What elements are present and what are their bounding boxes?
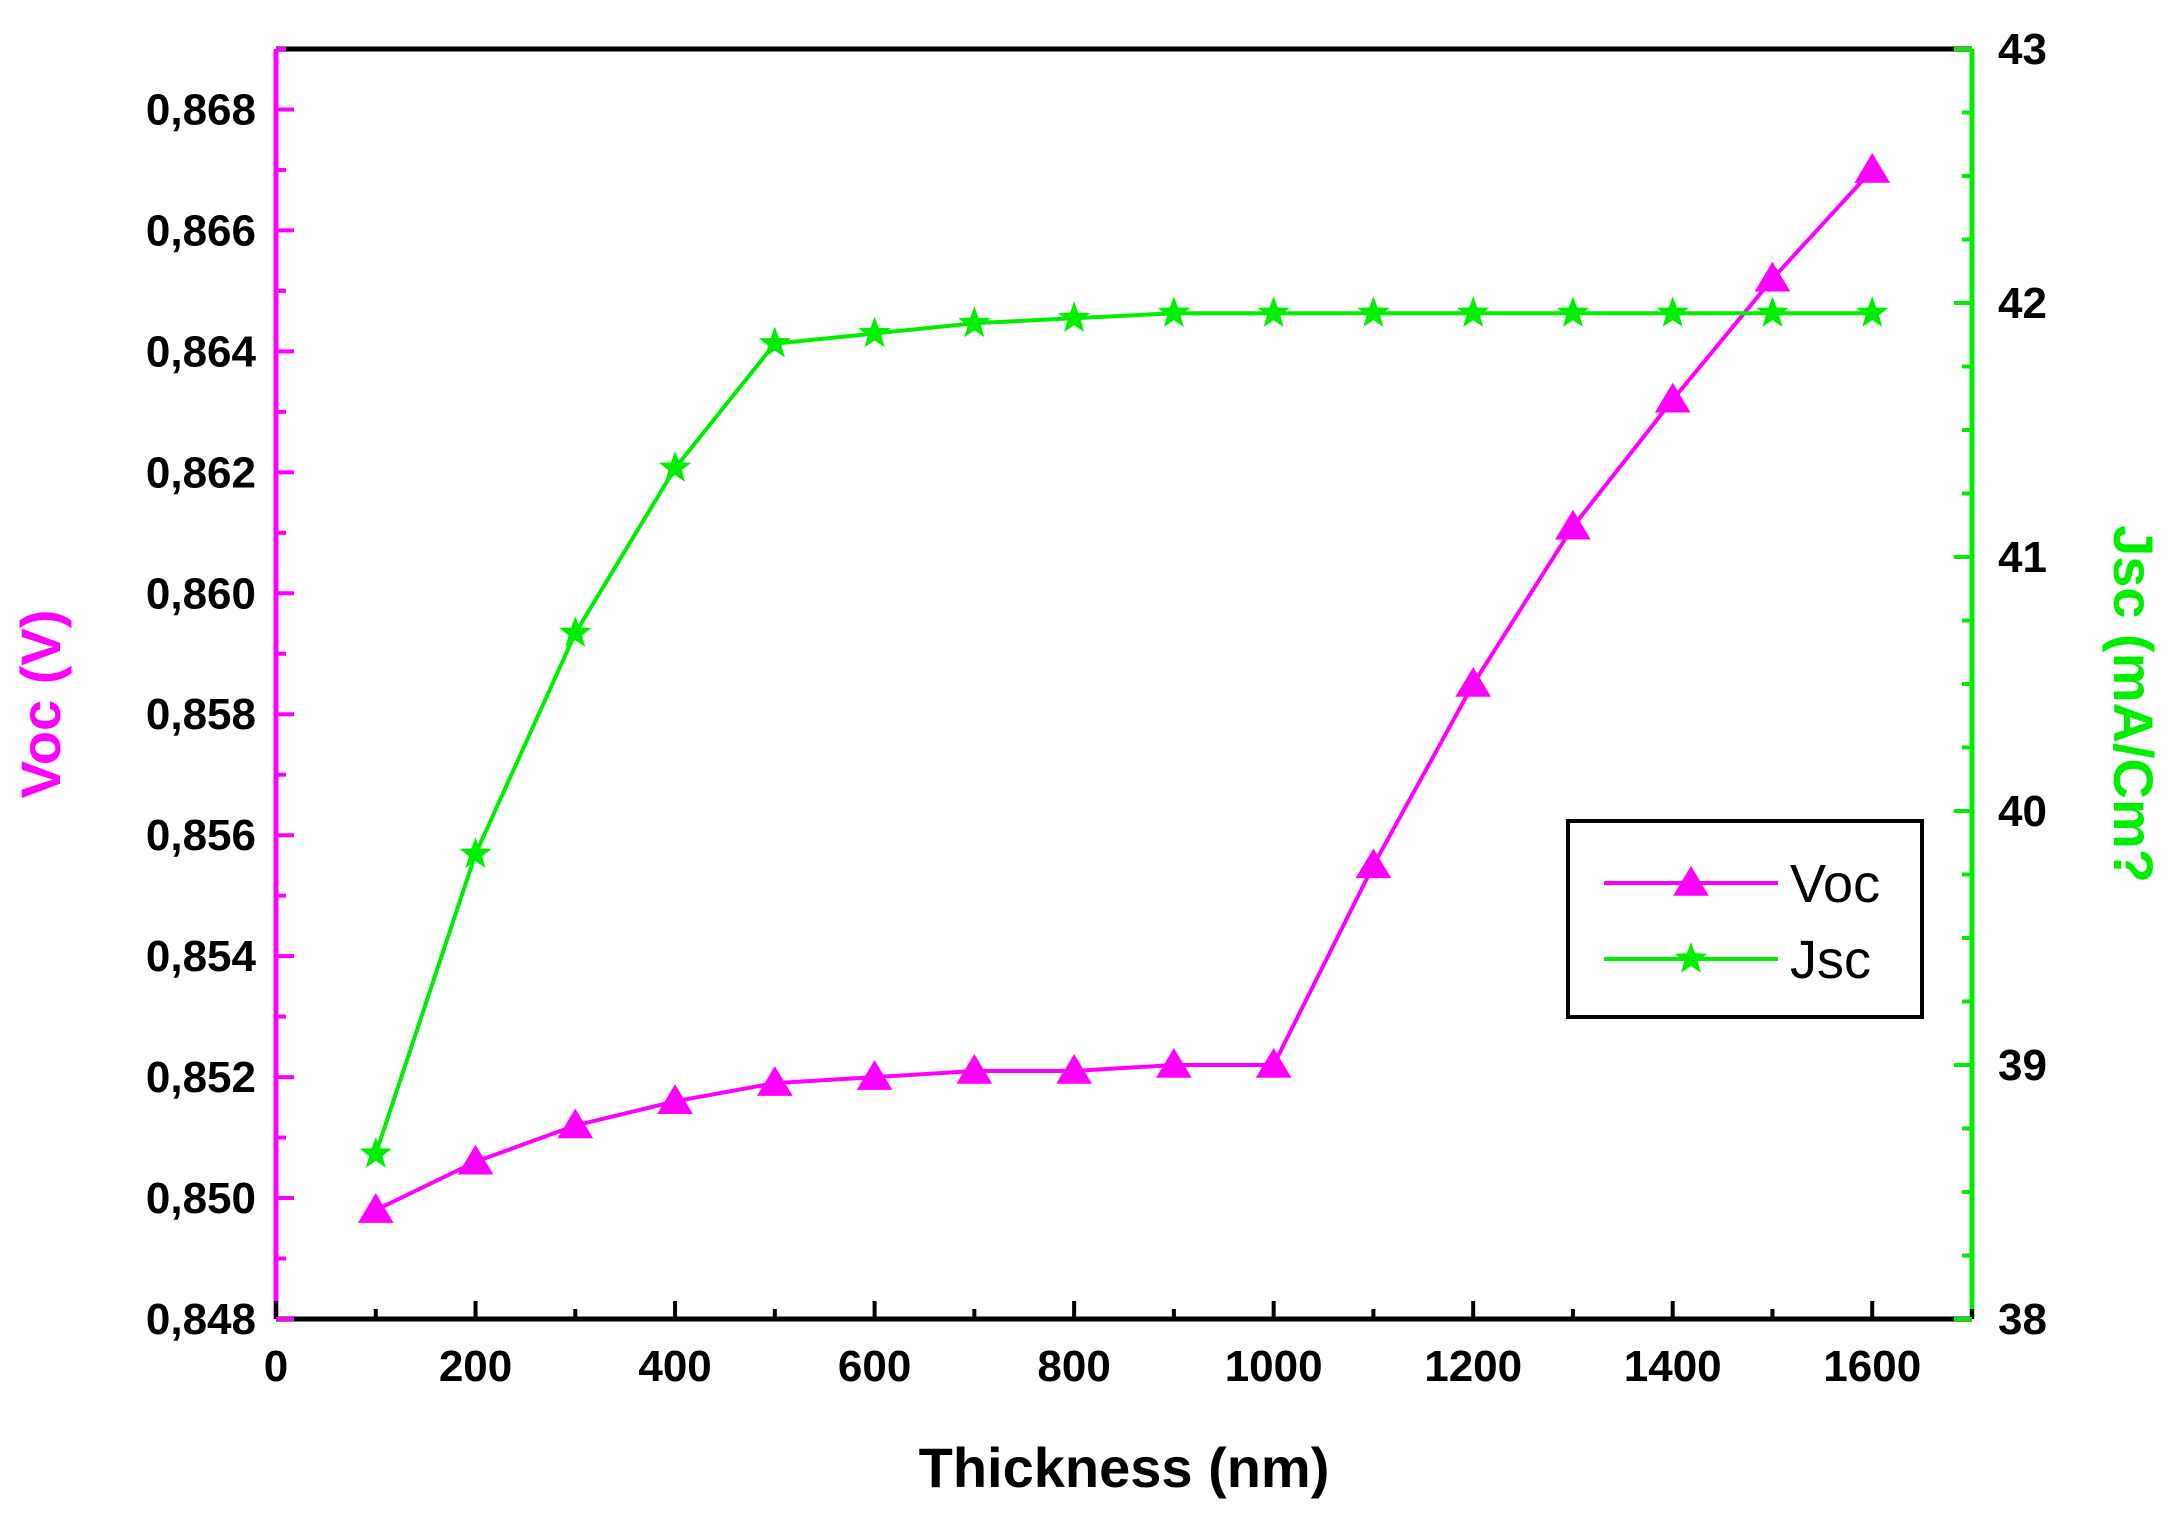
left-y-tick-label: 0,852 [146, 1053, 256, 1102]
x-tick-label: 1400 [1624, 1342, 1722, 1391]
legend-label-voc: Voc [1790, 854, 1880, 914]
x-tick-label: 1200 [1424, 1342, 1522, 1391]
voc-point [956, 1054, 993, 1084]
left-y-tick-label: 0,862 [146, 448, 256, 497]
right-y-tick-label: 38 [1998, 1295, 2047, 1344]
jsc-point [1656, 296, 1689, 327]
voc-point [856, 1060, 893, 1090]
jsc-point [858, 316, 891, 348]
legend-entry-voc: Voc [1604, 854, 1880, 914]
series-layer [357, 152, 1891, 1223]
jsc-point [1756, 296, 1789, 327]
voc-point [1355, 848, 1392, 879]
right-y-tick-label: 42 [1998, 279, 2047, 328]
x-tick-label: 1600 [1823, 1342, 1921, 1391]
right-y-tick-label: 39 [1998, 1041, 2047, 1090]
x-tick-label: 200 [439, 1342, 512, 1391]
left-y-axis-ticks: 0,848 0,850 0,852 0,854 0,856 0,858 0,860 0,862… [146, 47, 294, 1344]
right-y-axis-title: Jsc (mA/Cm? [2102, 525, 2165, 883]
voc-point [1056, 1054, 1092, 1084]
x-tick-label: 800 [1037, 1342, 1110, 1391]
x-tick-label: 400 [638, 1342, 711, 1391]
right-y-tick-label: 40 [1998, 787, 2047, 836]
legend-label-jsc: Jsc [1790, 930, 1871, 990]
legend-marker-jsc [1674, 942, 1708, 973]
jsc-point [1057, 301, 1091, 332]
x-axis-title: Thickness (nm) [919, 1436, 1330, 1499]
series-jsc [359, 296, 1889, 1168]
legend: Voc Jsc [1566, 819, 1924, 1019]
jsc-point [1856, 296, 1889, 327]
voc-point [357, 1193, 394, 1223]
left-y-tick-label: 0,856 [146, 811, 256, 860]
voc-point [557, 1108, 594, 1139]
jsc-point [1457, 296, 1490, 327]
plot-frame [273, 46, 1975, 1322]
left-y-tick-label: 0,860 [146, 569, 256, 618]
x-tick-label: 600 [838, 1342, 911, 1391]
jsc-point [1257, 296, 1290, 327]
series-voc [357, 152, 1891, 1223]
voc-point [457, 1144, 494, 1175]
right-y-axis-ticks: 38 39 40 41 42 43 [1954, 25, 2047, 1344]
x-tick-label: 1000 [1225, 1342, 1323, 1391]
legend-box [1566, 819, 1924, 1019]
jsc-point [359, 1136, 392, 1168]
jsc-point [658, 451, 692, 482]
voc-point [1654, 382, 1691, 413]
jsc-point [1357, 296, 1390, 327]
x-tick-label: 0 [264, 1342, 288, 1391]
right-y-tick-label: 43 [1998, 25, 2047, 74]
x-axis-ticks: 0 200 400 600 800 1000 1200 1400 1600 [264, 1301, 1974, 1391]
jsc-point [1556, 296, 1590, 327]
voc-point [1255, 1048, 1292, 1078]
left-y-tick-label: 0,854 [146, 932, 257, 981]
jsc-point [459, 837, 492, 868]
left-y-tick-label: 0,864 [146, 327, 257, 376]
left-y-tick-label: 0,866 [146, 206, 256, 255]
voc-point [1555, 509, 1591, 540]
jsc-point [559, 616, 592, 647]
left-y-tick-label: 0,848 [146, 1295, 256, 1344]
left-y-tick-label: 0,858 [146, 690, 256, 739]
left-y-axis-title: Voc (V) [9, 610, 72, 799]
right-y-tick-label: 41 [1998, 533, 2047, 582]
legend-entry-jsc: Jsc [1604, 930, 1871, 990]
jsc-point [958, 306, 991, 338]
voc-point [1455, 667, 1492, 697]
voc-point [756, 1066, 793, 1096]
voc-point [1854, 152, 1891, 183]
series-voc-line [374, 168, 1874, 1212]
legend-marker-voc [1673, 866, 1709, 896]
voc-point [1754, 261, 1791, 292]
voc-point [1156, 1048, 1192, 1078]
left-y-tick-label: 0,850 [146, 1174, 256, 1223]
voc-point [657, 1084, 693, 1115]
series-jsc-line [373, 311, 1873, 1155]
left-y-tick-label: 0,868 [146, 85, 256, 134]
jsc-point [1157, 296, 1191, 327]
jsc-point [758, 326, 791, 358]
